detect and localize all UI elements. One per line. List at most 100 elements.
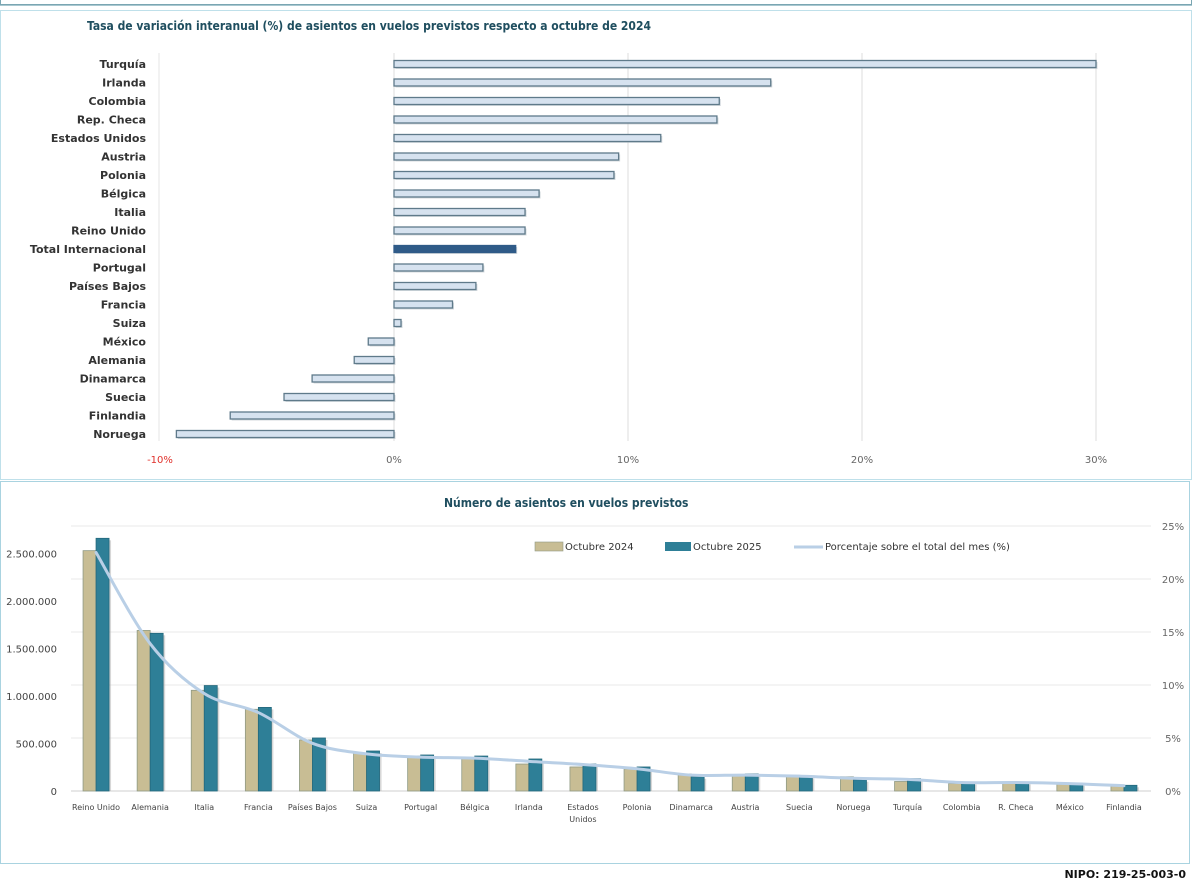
- variation-chart: -10% 0% 10% 20% 30% Turquía Irlanda Colombia Rep…: [30, 53, 1107, 466]
- bar-octubre-2024: [353, 752, 367, 792]
- bar: [393, 226, 526, 235]
- bar-octubre-2024: [515, 763, 530, 792]
- category-label: Bélgica: [101, 188, 146, 201]
- category-label: Suecia: [786, 803, 813, 812]
- bar: [393, 263, 484, 272]
- category-label: México: [103, 336, 147, 349]
- bar-octubre-2025: [257, 706, 272, 792]
- left-axis-tick-label: 0: [51, 787, 57, 798]
- category-label: Italia: [194, 803, 214, 812]
- category-label: Reino Unido: [71, 225, 146, 238]
- bar-octubre-2024: [623, 768, 638, 792]
- percentage-line: [94, 551, 1126, 788]
- right-axis-tick-label: 10%: [1162, 681, 1184, 692]
- category-label: Noruega: [93, 428, 146, 441]
- category-label: Francia: [244, 803, 273, 812]
- bar-octubre-2025: [95, 537, 110, 792]
- left-axis-tick-label: 1.000.000: [6, 692, 57, 703]
- bar: [393, 300, 454, 309]
- category-label: Suiza: [356, 803, 378, 812]
- x-tick-label: -10%: [147, 455, 173, 466]
- nipo-code: NIPO: 219-25-003-0: [1064, 868, 1186, 881]
- category-label: Dinamarca: [80, 373, 146, 386]
- bar: [311, 374, 395, 383]
- category-label: Colombia: [89, 95, 147, 108]
- bar-octubre-2025: [474, 755, 489, 792]
- category-label: Polonia: [623, 803, 652, 812]
- category-label: Suecia: [105, 391, 146, 404]
- category-label: México: [1056, 802, 1084, 812]
- bar: [175, 429, 395, 439]
- category-label: Irlanda: [102, 77, 146, 90]
- right-axis-tick-label: 20%: [1162, 575, 1184, 586]
- bar-octubre-2025: [690, 776, 705, 792]
- previous-panel-edge: [0, 0, 1192, 5]
- bar: [229, 411, 395, 420]
- bar: [353, 355, 395, 365]
- category-label: Países Bajos: [69, 280, 146, 293]
- legend-label-octubre-2024: Octubre 2024: [565, 542, 634, 553]
- category-label: Total Internacional: [30, 243, 146, 256]
- bar: [393, 152, 620, 161]
- legend-swatch-octubre-2025: [665, 542, 691, 551]
- bar-octubre-2025: [853, 779, 867, 792]
- bar: [393, 207, 526, 217]
- bar-octubre-2025: [420, 754, 435, 792]
- bar-octubre-2025: [636, 766, 651, 792]
- seats-chart-panel: Número de asientos en vuelos previstos 0…: [0, 481, 1190, 864]
- category-label: Irlanda: [515, 803, 543, 812]
- category-label: R. Checa: [998, 803, 1033, 812]
- bar: [393, 133, 662, 143]
- bar-octubre-2024: [569, 766, 584, 792]
- right-axis-tick-label: 15%: [1162, 628, 1184, 639]
- category-label: Países Bajos: [288, 803, 337, 812]
- bar-octubre-2025: [149, 632, 164, 792]
- bar-octubre-2024: [461, 757, 476, 792]
- category-label: Dinamarca: [669, 803, 713, 812]
- legend-label-percentage: Porcentaje sobre el total del mes (%): [825, 542, 1010, 553]
- bar: [393, 189, 540, 198]
- bar-octubre-2024: [1002, 782, 1017, 792]
- bar-octubre-2024: [136, 630, 151, 792]
- category-label: Portugal: [93, 262, 146, 275]
- bar-octubre-2025: [798, 775, 813, 792]
- seats-chart: 0% 5% 10% 15% 20% 25% 0 500.000 1.000.000 1.500.0…: [6, 522, 1184, 824]
- category-label: Italia: [114, 206, 146, 219]
- left-axis-tick-label: 2.500.000: [6, 550, 57, 561]
- variation-chart-panel: Tasa de variación interanual (%) de asie…: [0, 10, 1192, 480]
- bar: [283, 392, 395, 402]
- category-label: Rep. Checa: [77, 114, 146, 127]
- category-label: Estados: [567, 803, 598, 812]
- category-label: Austria: [731, 803, 759, 812]
- bar-octubre-2025: [312, 737, 326, 792]
- bar-octubre-2025: [528, 758, 543, 792]
- category-label: Estados Unidos: [51, 132, 147, 145]
- left-axis-tick-label: 500.000: [16, 740, 57, 751]
- right-axis-tick-label: 0%: [1165, 787, 1181, 798]
- category-label: Turquía: [892, 803, 922, 812]
- category-label: Francia: [101, 299, 146, 312]
- left-axis-tick-label: 2.000.000: [6, 597, 57, 608]
- category-label: Alemania: [88, 354, 146, 367]
- category-label: Noruega: [836, 803, 870, 812]
- bar-octubre-2025: [366, 750, 380, 792]
- x-tick-label: 10%: [617, 455, 639, 466]
- bar: [393, 170, 615, 180]
- bar-octubre-2024: [244, 708, 259, 792]
- category-label: Suiza: [113, 317, 146, 330]
- category-label: Finlandia: [89, 410, 146, 423]
- category-label: Polonia: [100, 169, 146, 182]
- category-label: Reino Unido: [72, 803, 120, 812]
- category-label: Unidos: [569, 815, 596, 824]
- category-label: Turquía: [100, 58, 146, 71]
- bar: [393, 318, 402, 328]
- x-tick-label: 0%: [386, 455, 402, 466]
- bar-total: [393, 244, 517, 254]
- category-label: Colombia: [943, 803, 981, 812]
- category-label: Alemania: [131, 803, 169, 812]
- bar-octubre-2024: [299, 739, 313, 792]
- bar: [393, 115, 718, 124]
- bar-octubre-2024: [948, 782, 963, 792]
- legend: Octubre 2024 Octubre 2025 Porcentaje sobre…: [534, 541, 1010, 553]
- bar-octubre-2024: [190, 689, 205, 792]
